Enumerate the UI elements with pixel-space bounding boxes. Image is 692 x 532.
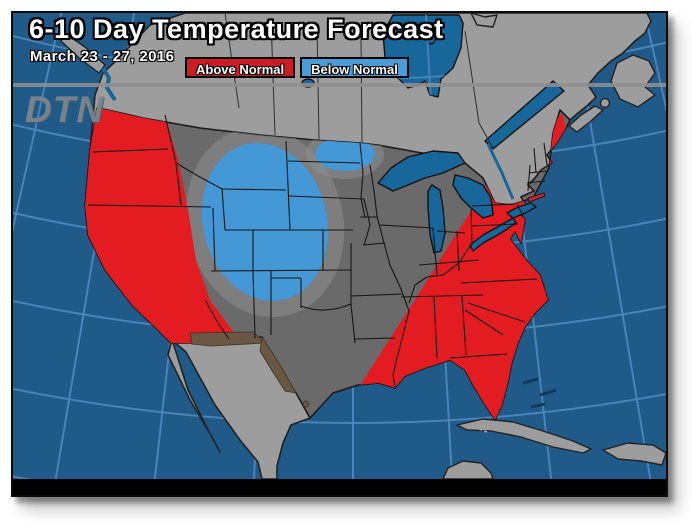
- terrain-brown: [189, 331, 310, 408]
- separator-line: [13, 83, 666, 87]
- bahamas: [522, 377, 557, 409]
- forecast-map: [13, 13, 666, 479]
- forecast-map-card: DTN 6-10 Day Temperature Forecast March …: [11, 11, 668, 497]
- canadian-lake: [425, 25, 437, 45]
- st-lawrence: [484, 80, 565, 150]
- state-borders: [87, 114, 548, 388]
- legend-above-normal: Above Normal: [185, 57, 296, 78]
- newfoundland: [610, 54, 656, 108]
- legend: Above Normal Below Normal: [185, 57, 409, 78]
- long-island: [527, 192, 546, 203]
- islands: [60, 13, 666, 479]
- region-below-normal-west: [185, 126, 345, 318]
- nova-scotia: [568, 105, 604, 133]
- vancouver-island: [60, 32, 106, 74]
- lake-huron: [452, 174, 494, 219]
- cape-breton: [599, 97, 611, 109]
- yucatan: [442, 460, 494, 479]
- map-title: 6-10 Day Temperature Forecast: [29, 14, 444, 44]
- hispaniola: [602, 442, 666, 466]
- florida-keys: [474, 426, 488, 433]
- arctic-island: [470, 13, 498, 28]
- lake-erie: [469, 217, 517, 252]
- lake-superior: [377, 150, 466, 192]
- legend-below-normal: Below Normal: [300, 57, 409, 78]
- region-above-normal-west: [85, 108, 249, 349]
- prince-edward-island: [582, 96, 594, 103]
- lake-michigan: [427, 184, 446, 254]
- dtn-logo: DTN: [25, 89, 105, 130]
- st-lawrence-river: [486, 143, 515, 200]
- province-borders: [224, 13, 494, 149]
- bottom-bar: [13, 479, 666, 495]
- date-range: March 23 - 27, 2016: [30, 48, 175, 65]
- cuba: [456, 418, 592, 454]
